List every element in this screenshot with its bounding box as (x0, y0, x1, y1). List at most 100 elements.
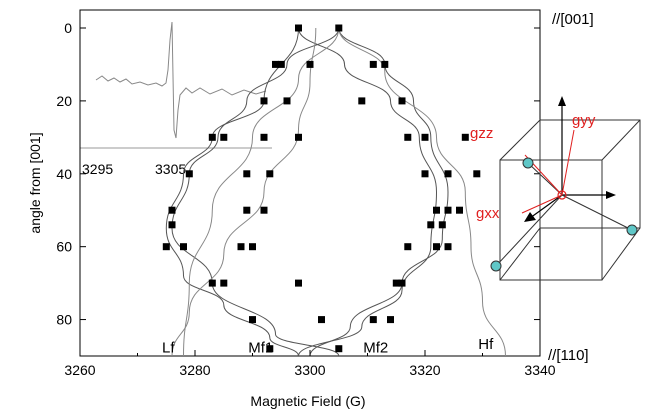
data-point (168, 206, 176, 214)
data-point (220, 279, 228, 287)
inset-tick-3295: 3295 (82, 161, 113, 177)
data-point (398, 97, 406, 105)
data-point (185, 170, 193, 178)
bond-1 (527, 162, 563, 196)
x-tick-label: 3280 (179, 362, 210, 378)
direction-label-bottom: //[110] (548, 347, 589, 364)
arrowhead-y (524, 212, 536, 222)
data-point (208, 279, 216, 287)
y-axis-title: angle from [001] (27, 132, 43, 233)
inset-trace (95, 21, 267, 139)
fit-curve-light1 (171, 27, 317, 357)
gxx-label: gxx (476, 205, 500, 222)
series-label-hf: Hf (478, 336, 494, 353)
center-atom (557, 190, 567, 200)
data-point (260, 133, 268, 141)
bond-3 (495, 194, 563, 267)
data-point (260, 97, 268, 105)
data-point (272, 60, 279, 68)
series-label-lf: Lf (162, 340, 175, 357)
data-point (421, 133, 429, 141)
data-point (438, 221, 446, 229)
fit-curve-mf1 (171, 27, 340, 357)
data-point (381, 60, 389, 68)
data-point (237, 243, 245, 251)
data-point (369, 316, 377, 324)
fit-curve-light2 (338, 27, 506, 357)
data-point (162, 243, 170, 251)
gzz-label: gzz (470, 125, 493, 142)
data-point (404, 133, 412, 141)
data-point (456, 206, 463, 214)
data-points (162, 24, 481, 353)
y-tick-label: 0 (64, 20, 72, 36)
data-point (392, 279, 400, 287)
data-point (243, 206, 251, 214)
data-point (277, 60, 285, 68)
data-point (295, 24, 302, 32)
data-point (444, 243, 452, 251)
data-point (295, 279, 302, 287)
atom-upper-left (522, 157, 534, 169)
data-point (295, 133, 302, 141)
cube-edge-2 (601, 119, 641, 161)
atom-right (626, 224, 638, 236)
data-point (318, 316, 325, 324)
data-point (358, 97, 366, 105)
data-point (444, 206, 452, 214)
data-point (427, 221, 435, 229)
inset-spectrum: 3295 3305 (79, 10, 272, 177)
data-point (404, 243, 412, 251)
y-tick-label: 80 (56, 312, 72, 328)
atom-lower-left (490, 260, 502, 272)
y-tick-label: 20 (56, 93, 72, 109)
data-point (266, 170, 274, 178)
x-tick-label: 3300 (294, 362, 325, 378)
data-point (433, 206, 440, 214)
x-tick-label: 3340 (524, 362, 555, 378)
arrowhead-z (558, 96, 566, 106)
data-point (208, 133, 216, 141)
gxx-line (521, 194, 563, 214)
data-point (260, 206, 268, 214)
data-point (398, 279, 406, 287)
data-point (243, 170, 251, 178)
data-point (249, 243, 256, 251)
data-point (249, 316, 256, 324)
data-point (473, 170, 481, 178)
cube-front (499, 159, 603, 281)
data-point (168, 221, 176, 229)
y-tick-label: 60 (56, 239, 72, 255)
data-point (180, 243, 187, 251)
x-axis-ticks: 3260 3280 3300 3320 3340 (64, 350, 556, 378)
series-labels: Lf Mf1 Mf2 Hf (162, 336, 494, 357)
data-point (461, 133, 469, 141)
data-point (266, 345, 274, 353)
x-tick-label: 3260 (64, 362, 95, 378)
fit-curve-hf (309, 27, 449, 357)
gyy-label: gyy (572, 112, 596, 129)
cube-edge-3 (601, 227, 641, 281)
direction-label-top: //[001] (552, 11, 594, 28)
axis-y-arrow (529, 194, 563, 219)
x-axis-title: Magnetic Field (G) (250, 393, 365, 409)
cube-edge-1 (499, 119, 541, 161)
y-axis-ticks: 0 20 40 60 80 (56, 20, 540, 328)
data-point (335, 24, 343, 32)
data-point (421, 170, 429, 178)
inset-tick-3305: 3305 (155, 161, 186, 177)
y-tick-label: 40 (56, 166, 72, 182)
data-point (369, 60, 377, 68)
fit-curves (165, 27, 506, 357)
data-point (444, 170, 452, 178)
x-tick-label: 3320 (409, 362, 440, 378)
data-point (335, 345, 343, 353)
data-point (387, 316, 394, 324)
gyy-line (561, 129, 575, 196)
crystal-axes-diagram: gzz gyy gxx (470, 96, 641, 281)
cube-edge-4 (499, 227, 541, 281)
data-point (283, 97, 291, 105)
arrowhead-x (606, 191, 616, 199)
series-label-mf2: Mf2 (363, 340, 388, 357)
